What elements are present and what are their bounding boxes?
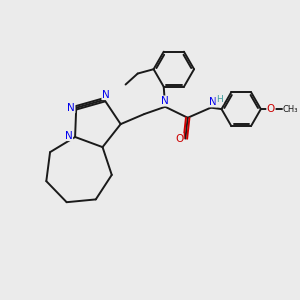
Text: O: O xyxy=(267,104,275,114)
Text: H: H xyxy=(216,95,223,104)
Text: N: N xyxy=(102,90,110,100)
Text: CH₃: CH₃ xyxy=(282,105,298,114)
Text: N: N xyxy=(209,97,217,107)
Text: N: N xyxy=(161,96,169,106)
Text: N: N xyxy=(65,130,73,140)
Text: N: N xyxy=(67,103,75,113)
Text: O: O xyxy=(175,134,183,144)
